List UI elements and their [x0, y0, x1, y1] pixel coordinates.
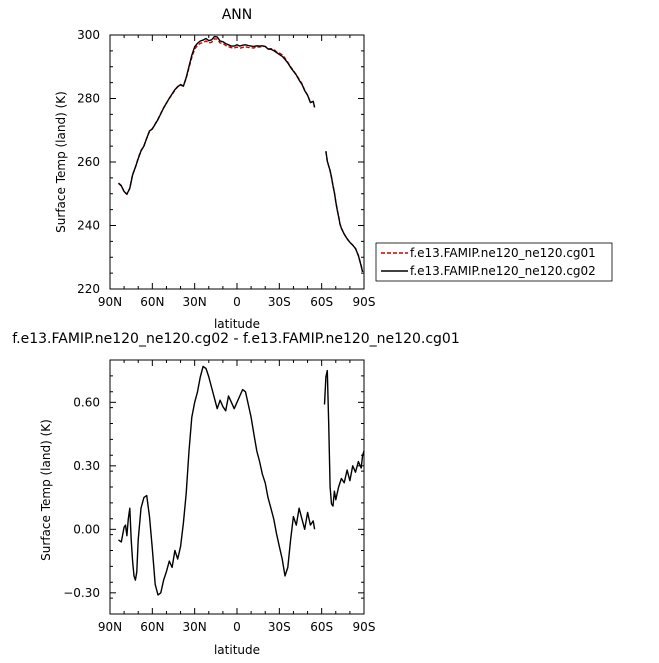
bottom-panel: f.e13.FAMIP.ne120_ne120.cg02 - f.e13.FAM…: [12, 331, 460, 657]
top-series-2-line: [325, 151, 364, 273]
top-series-2-line: [118, 35, 316, 195]
top-x-tick-label: 90S: [353, 295, 376, 309]
top-y-tick-label: 280: [77, 92, 100, 106]
top-xlabel: latitude: [214, 317, 260, 331]
top-series-1-line: [118, 38, 316, 196]
top-x-tick-label: 30S: [268, 295, 291, 309]
bottom-x-tick-label: 90N: [98, 620, 122, 634]
top-x-tick-label: 60S: [310, 295, 333, 309]
bottom-series-1-line: [118, 365, 316, 596]
bottom-series-1-line: [323, 369, 365, 507]
top-series: [118, 35, 364, 273]
bottom-x-tick-label: 60S: [310, 620, 333, 634]
bottom-y-tick-label: 0.00: [73, 522, 100, 536]
top-y-tick-label: 300: [77, 28, 100, 42]
legend-label-cg02: f.e13.FAMIP.ne120_ne120.cg02: [410, 264, 596, 278]
top-panel: ANN 90N 60N 30N 0 30S 60S 90S 220 240 260 280 300 l…: [54, 7, 375, 331]
bottom-xlabel: latitude: [214, 643, 260, 657]
top-x-tick-label: 30N: [183, 295, 207, 309]
top-ylabel: Surface Temp (land) (K): [54, 91, 68, 233]
bottom-y-tick-label: 0.30: [73, 459, 100, 473]
bottom-x-tick-label: 90S: [353, 620, 376, 634]
top-y-tick-label: 240: [77, 219, 100, 233]
top-x-tick-label: 90N: [98, 295, 122, 309]
bottom-series: [118, 365, 365, 596]
bottom-title: f.e13.FAMIP.ne120_ne120.cg02 - f.e13.FAM…: [12, 331, 460, 347]
bottom-y-tick-label: −0.30: [63, 586, 100, 600]
top-y-tick-label: 220: [77, 282, 100, 296]
bottom-x-tick-label: 30N: [183, 620, 207, 634]
bottom-ylabel: Surface Temp (land) (K): [39, 419, 53, 561]
top-y-tick-label: 260: [77, 155, 100, 169]
top-plot-frame: [109, 34, 365, 290]
top-x-tick-label: 0: [233, 295, 241, 309]
bottom-axes: 90N 60N 30N 0 30S 60S 90S −0.30 0.00 0.30 0.60: [63, 359, 376, 634]
top-axes: 90N 60N 30N 0 30S 60S 90S 220 240 260 280 300: [77, 28, 375, 309]
legend-box: [375, 242, 613, 282]
legend-label-cg01: f.e13.FAMIP.ne120_ne120.cg01: [410, 246, 596, 260]
top-x-tick-label: 60N: [140, 295, 164, 309]
bottom-x-tick-label: 0: [233, 620, 241, 634]
bottom-y-tick-label: 0.60: [73, 395, 100, 409]
top-title: ANN: [222, 7, 253, 23]
legend: f.e13.FAMIP.ne120_ne120.cg01 f.e13.FAMIP…: [375, 242, 613, 282]
bottom-x-tick-label: 60N: [140, 620, 164, 634]
bottom-x-tick-label: 30S: [268, 620, 291, 634]
bottom-plot-frame: [109, 359, 365, 615]
